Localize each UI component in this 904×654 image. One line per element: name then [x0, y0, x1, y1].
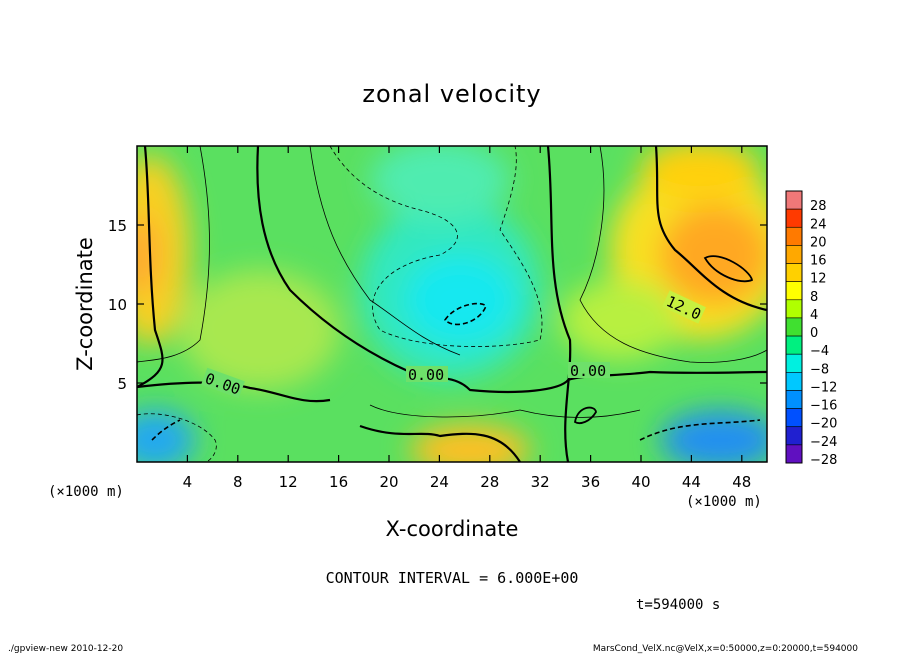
colorbar-swatch — [785, 408, 803, 428]
colorbar-swatch — [785, 190, 803, 210]
colorbar-swatch — [785, 335, 803, 355]
colorbar-swatch — [785, 299, 803, 319]
footer-left: ./gpview-new 2010-12-20 — [8, 644, 123, 654]
x-tick-label: 4 — [183, 473, 193, 491]
colorbar-label: 20 — [810, 235, 827, 250]
contour-interval-text: CONTOUR INTERVAL = 6.000E+00 — [326, 569, 579, 587]
colorbar-label: 12 — [810, 272, 827, 287]
colorbar-swatch — [785, 317, 803, 337]
x-unit-label-left: (×1000 m) — [48, 484, 124, 500]
x-tick-label: 36 — [581, 473, 600, 491]
x-tick-label: 8 — [233, 473, 243, 491]
colorbar-swatch — [785, 263, 803, 282]
colorbar-swatch — [785, 426, 803, 446]
contour-label: 0.00 — [408, 366, 444, 384]
colorbar-label: 8 — [810, 290, 818, 305]
x-tick-label: 44 — [682, 473, 701, 491]
colorbar-frame — [785, 190, 803, 464]
colorbar-label: 16 — [810, 254, 827, 269]
x-axis-title: X-coordinate — [386, 517, 519, 541]
x-tick-label: 40 — [631, 473, 650, 491]
colorbar-swatch — [785, 444, 803, 464]
y-axis-title: Z-coordinate — [73, 237, 97, 371]
x-unit-label-right: (×1000 m) — [686, 494, 762, 510]
colorbar-label: −24 — [810, 435, 837, 450]
x-tick-label: 32 — [531, 473, 550, 491]
y-tick-label: 10 — [108, 296, 127, 314]
chart-title: zonal velocity — [362, 80, 541, 108]
colorbar-label: −28 — [810, 453, 837, 468]
colorbar-label: −12 — [810, 380, 837, 395]
colorbar-swatch — [785, 372, 803, 391]
colorbar-label: −16 — [810, 399, 837, 414]
colorbar-swatch — [785, 226, 803, 246]
x-axis: 4 8 12 16 20 24 28 32 36 40 44 48 — [183, 146, 751, 491]
x-tick-label: 28 — [480, 473, 499, 491]
colorbar-label: 0 — [810, 326, 818, 341]
colorbar-label: −8 — [810, 362, 829, 377]
colorbar-label: −4 — [810, 344, 829, 359]
heatmap-field — [137, 146, 767, 462]
footer-right: MarsCond_VelX.nc@VelX,x=0:50000,z=0:2000… — [593, 644, 858, 654]
x-tick-label: 12 — [279, 473, 298, 491]
colorbar-swatch — [785, 353, 803, 373]
y-tick-label: 5 — [117, 375, 127, 393]
colorbar-label: 4 — [810, 308, 818, 323]
x-tick-label: 16 — [329, 473, 348, 491]
colorbar-label: 24 — [810, 217, 827, 232]
time-text: t=594000 s — [636, 597, 720, 613]
colorbar: 28 24 20 16 12 8 4 0 −4 −8 −12 −16 −20 −24 −28 — [785, 190, 837, 468]
x-tick-label: 48 — [732, 473, 751, 491]
colorbar-swatch — [785, 208, 803, 228]
x-tick-label: 24 — [430, 473, 449, 491]
x-tick-label: 20 — [379, 473, 398, 491]
y-axis: 5 10 15 — [108, 217, 767, 393]
contour-label: 0.00 — [570, 362, 606, 380]
colorbar-swatch — [785, 281, 803, 301]
y-tick-label: 15 — [108, 217, 127, 235]
colorbar-label: −20 — [810, 417, 837, 432]
colorbar-swatch — [785, 245, 803, 264]
colorbar-swatch — [785, 390, 803, 409]
colorbar-label: 28 — [810, 199, 827, 214]
